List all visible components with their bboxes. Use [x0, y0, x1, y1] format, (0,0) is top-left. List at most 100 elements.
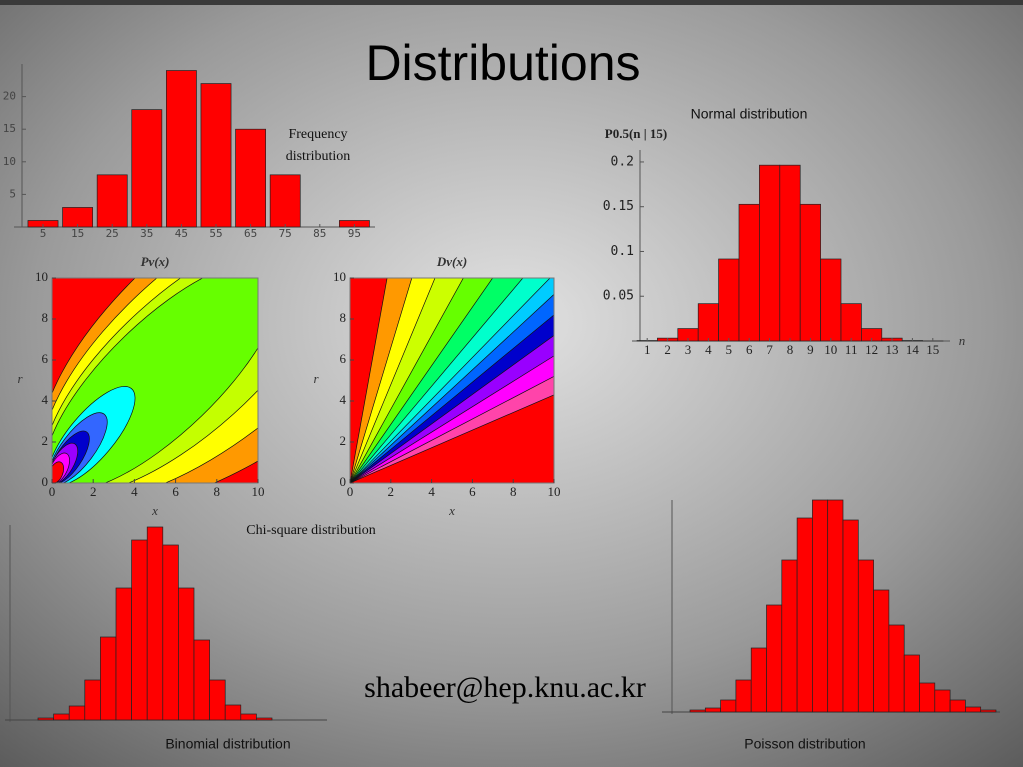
x-tick-label: 5	[726, 342, 733, 357]
x-tick-label: 14	[906, 342, 920, 357]
slide-title: Distributions	[365, 35, 640, 91]
y-tick-label: 10	[35, 269, 48, 284]
x-tick-label: 12	[865, 342, 878, 357]
x-tick-label: 5	[40, 227, 47, 240]
x-tick-label: 6	[469, 484, 476, 499]
bar	[949, 699, 966, 713]
x-axis-label: x	[151, 503, 158, 518]
x-tick-label: 6	[172, 484, 179, 499]
bar	[697, 303, 719, 342]
bar	[131, 109, 163, 228]
x-tick-label: 3	[685, 342, 692, 357]
bar	[100, 636, 117, 721]
y-tick-label: 2	[340, 433, 347, 448]
bar	[827, 499, 844, 713]
caption: Chi-square distribution	[246, 523, 376, 538]
y-tick-label: 0.15	[603, 199, 634, 214]
x-tick-label: 15	[71, 227, 84, 240]
x-tick-label: 35	[140, 227, 153, 240]
contour-region	[350, 394, 554, 483]
plot-frame	[51, 277, 259, 484]
bar	[68, 705, 86, 721]
bar	[820, 258, 842, 342]
x-tick-label: 0	[49, 484, 56, 499]
chart-title: Dν(x)	[436, 254, 467, 269]
x-tick-label: 2	[90, 484, 97, 499]
y-tick-label: 10	[333, 269, 346, 284]
x-tick-label: 45	[175, 227, 188, 240]
chart-title: Poisson distribution	[744, 736, 865, 752]
bar	[689, 709, 706, 713]
x-tick-label: 10	[824, 342, 837, 357]
bar	[735, 679, 752, 713]
y-tick-label: 4	[340, 392, 347, 407]
y-tick-label: 0	[340, 474, 347, 489]
x-tick-label: 1	[644, 342, 651, 357]
x-axis-label: x	[448, 503, 455, 518]
x-tick-label: 10	[548, 484, 561, 499]
bar	[965, 706, 982, 713]
bar	[857, 559, 874, 713]
y-tick-label: 4	[42, 392, 49, 407]
bar	[720, 699, 737, 713]
bar	[934, 689, 951, 713]
y-axis-label: P0.5(n | 15)	[605, 126, 667, 141]
y-tick-label: 0.05	[603, 289, 634, 304]
bar	[873, 589, 890, 713]
y-tick-label: 15	[3, 122, 16, 135]
y-tick-label: 6	[340, 351, 347, 366]
x-tick-label: 4	[428, 484, 435, 499]
bar	[781, 559, 798, 713]
x-tick-label: 4	[131, 484, 138, 499]
bar	[796, 517, 813, 713]
bar	[96, 174, 128, 228]
x-tick-label: 25	[106, 227, 119, 240]
x-tick-label: 8	[510, 484, 517, 499]
y-tick-label: 20	[3, 90, 16, 103]
chart-title: Normal distribution	[691, 106, 808, 122]
bar	[162, 544, 179, 721]
bar	[766, 604, 783, 713]
x-tick-label: 7	[766, 342, 773, 357]
bar	[812, 499, 829, 713]
bar	[240, 713, 257, 721]
bar	[779, 164, 801, 342]
bar	[799, 203, 821, 342]
bar	[842, 519, 859, 713]
x-tick-label: 13	[886, 342, 899, 357]
bar	[919, 682, 936, 713]
x-tick-label: 2	[388, 484, 395, 499]
bar	[37, 717, 54, 721]
x-tick-label: 11	[845, 342, 858, 357]
bar	[718, 258, 740, 342]
bar	[53, 713, 70, 721]
x-tick-label: 8	[214, 484, 221, 499]
x-tick-label: 75	[279, 227, 292, 240]
bar	[193, 639, 210, 721]
bar	[840, 303, 862, 342]
bar	[759, 164, 781, 342]
bar	[750, 647, 767, 713]
bar	[888, 624, 905, 713]
y-tick-label: 6	[42, 351, 49, 366]
bar	[209, 679, 226, 721]
contour-plot	[350, 278, 554, 483]
x-tick-label: 55	[209, 227, 222, 240]
bar	[224, 704, 242, 721]
x-tick-label: 85	[313, 227, 326, 240]
y-tick-label: 8	[42, 310, 49, 325]
x-tick-label: 0	[347, 484, 354, 499]
bar	[269, 174, 301, 228]
bar	[980, 709, 997, 713]
x-tick-label: 10	[252, 484, 265, 499]
chart-title: Binomial distribution	[165, 736, 290, 752]
y-tick-label: 0.2	[611, 154, 634, 169]
bar	[256, 717, 273, 721]
y-axis-label: r	[313, 371, 319, 386]
x-axis-label: n	[959, 333, 966, 348]
y-axis-label: r	[17, 371, 23, 386]
contour-region	[52, 461, 65, 483]
chart-title: Pν(x)	[141, 254, 170, 269]
